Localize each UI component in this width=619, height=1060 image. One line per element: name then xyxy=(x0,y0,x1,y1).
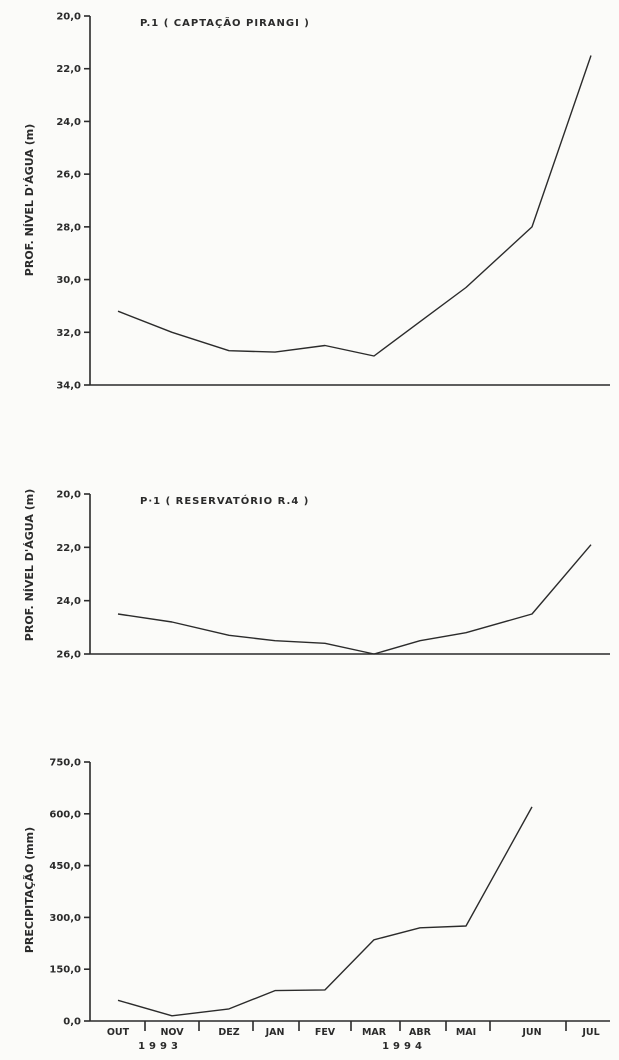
y-tick-label: 26,0 xyxy=(56,650,81,661)
y-tick-label: 24,0 xyxy=(56,117,81,128)
x-tick-label: DEZ xyxy=(218,1027,239,1038)
y-axis-label: PROF. NÍVEL D'ÁGUA (m) xyxy=(23,489,36,641)
y-tick-label: 20,0 xyxy=(56,12,81,23)
y-tick-label: 20,0 xyxy=(56,490,81,501)
x-tick-label: ABR xyxy=(409,1027,432,1038)
series-line xyxy=(117,806,533,1017)
x-tick-label: JUL xyxy=(581,1027,599,1038)
x-tick-label: MAR xyxy=(362,1027,387,1038)
x-tick-label: NOV xyxy=(160,1027,184,1038)
y-tick-label: 22,0 xyxy=(56,64,81,75)
y-axis-label: PROF. NÍVEL D'ÁGUA (m) xyxy=(23,124,36,276)
y-tick-label: 450,0 xyxy=(49,861,81,872)
series-line xyxy=(117,55,592,357)
chart-title: P.1 ( CAPTAÇÃO PIRANGI ) xyxy=(140,16,310,29)
y-tick-label: 22,0 xyxy=(56,543,81,554)
y-tick-label: 24,0 xyxy=(56,596,81,607)
year-label: 1993 xyxy=(138,1041,182,1052)
chart-panel-3: 0,0 150,0 300,0 450,0 600,0 750,0 PRECIPITAÇÃO… xyxy=(23,758,610,1052)
y-tick-label: 750,0 xyxy=(49,758,81,769)
chart-panel-1: 20,0 22,0 24,0 26,0 28,0 30,0 32,0 34,0 P.1 ( CA… xyxy=(23,12,610,392)
y-tick-label: 34,0 xyxy=(56,381,81,392)
y-tick-label: 26,0 xyxy=(56,170,81,181)
chart-title: P·1 ( RESERVATÓRIO R.4 ) xyxy=(140,494,309,507)
y-tick-label: 0,0 xyxy=(63,1017,81,1028)
y-tick-label: 30,0 xyxy=(56,275,81,286)
y-tick-label: 32,0 xyxy=(56,328,81,339)
y-tick-label: 300,0 xyxy=(49,913,81,924)
x-tick-label: JUN xyxy=(521,1027,541,1038)
y-tick-label: 150,0 xyxy=(49,965,81,976)
x-tick-label: OUT xyxy=(107,1027,130,1038)
chart-panel-2: 20,0 22,0 24,0 26,0 P·1 ( RESERVATÓRIO R.4 )… xyxy=(23,489,610,661)
y-tick-label: 28,0 xyxy=(56,222,81,233)
y-tick-label: 600,0 xyxy=(49,809,81,820)
x-tick-label: FEV xyxy=(315,1027,336,1038)
series-line xyxy=(117,544,592,655)
x-tick-label: MAI xyxy=(456,1027,476,1038)
x-tick-label: JAN xyxy=(265,1027,285,1038)
y-axis-label: PRECIPITAÇÃO (mm) xyxy=(23,827,36,953)
year-label: 1994 xyxy=(382,1041,426,1052)
